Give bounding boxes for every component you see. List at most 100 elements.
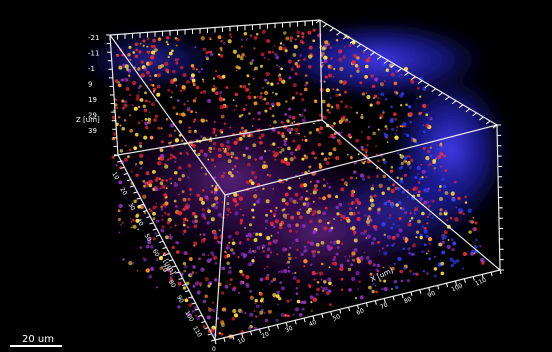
cell-dot [335, 195, 339, 199]
tick-mark [207, 333, 212, 336]
tick-mark [370, 51, 375, 56]
cell-dot [209, 283, 212, 285]
cell-dot [292, 96, 295, 100]
cell-dot [219, 234, 224, 239]
cell-dot [403, 266, 407, 270]
cell-dot [168, 235, 173, 240]
cell-dot [329, 96, 332, 100]
cell-dot [120, 224, 122, 226]
x-tick-label: 110 [474, 276, 488, 287]
cell-dot [326, 108, 330, 112]
cell-dot [384, 125, 388, 128]
cell-dot [187, 197, 191, 201]
cell-dot [160, 205, 164, 209]
cell-dot [247, 162, 251, 167]
cell-dot [197, 153, 201, 157]
cell-dot [251, 259, 255, 263]
tick-mark [126, 179, 132, 182]
cell-dot [229, 211, 232, 214]
cell-dot [168, 51, 173, 56]
cell-dot [386, 235, 392, 240]
cell-dot [167, 158, 170, 161]
cell-dot [276, 102, 281, 107]
x-tick-label: 70 [379, 301, 389, 311]
cell-dot [230, 174, 234, 178]
cell-dot [217, 35, 222, 40]
cell-dot [270, 144, 272, 146]
cell-dot [272, 150, 276, 154]
cell-dot [157, 161, 162, 166]
cell-dot [438, 188, 442, 192]
box-edge [321, 119, 501, 271]
cell-dot [395, 70, 398, 73]
cell-dot [129, 217, 132, 220]
cell-dot [359, 295, 364, 300]
cell-dot [340, 242, 344, 246]
cell-dot [439, 142, 443, 145]
cell-dot [326, 42, 331, 46]
cell-dot [159, 187, 162, 190]
tick-mark [120, 166, 125, 169]
cell-dot [296, 132, 299, 135]
cell-dot [137, 86, 141, 90]
cell-dot [416, 165, 421, 171]
cell-dot [147, 117, 152, 122]
cell-dot [348, 121, 351, 123]
cell-dot [405, 237, 408, 239]
cell-dot [307, 197, 310, 200]
cell-dot [214, 196, 219, 201]
cell-dot [181, 84, 186, 90]
cell-dot [402, 247, 406, 251]
cell-dot [152, 89, 156, 93]
cell-dot [284, 314, 287, 317]
cell-dot [220, 114, 225, 119]
tick-mark [481, 274, 484, 279]
cell-dot [134, 54, 138, 59]
cell-dot [481, 261, 485, 265]
cell-dot [167, 267, 172, 272]
cell-dot [280, 146, 282, 149]
cell-dot [255, 315, 258, 318]
cell-dot [224, 148, 227, 150]
tick-mark [172, 265, 177, 268]
cell-dot [359, 173, 365, 178]
tick-mark [348, 307, 351, 312]
cell-dot [177, 305, 181, 309]
cell-dot [319, 126, 324, 131]
cell-dot [389, 169, 394, 173]
cell-dot [322, 196, 326, 201]
cell-dot [117, 209, 121, 213]
cell-dot [350, 193, 355, 198]
y-tick-label: 30 [127, 202, 137, 212]
cell-dot [243, 226, 247, 229]
cell-dot [366, 94, 371, 100]
cell-dot [227, 149, 230, 151]
tick-mark [123, 173, 128, 175]
cell-dot [144, 125, 149, 130]
tick-mark [315, 19, 321, 24]
cell-dot [186, 80, 190, 84]
x-tick-label: 60 [355, 307, 365, 317]
cell-dot [406, 196, 409, 198]
cell-dot [413, 212, 416, 215]
cell-dot [177, 281, 182, 286]
cell-dot [248, 112, 251, 115]
tick-mark [374, 300, 377, 305]
cell-dot [244, 312, 247, 315]
cell-dot [398, 216, 402, 220]
cell-dot [377, 159, 380, 163]
cell-dot [362, 161, 366, 165]
cell-dot [440, 165, 443, 168]
cell-dot [244, 55, 247, 58]
cell-dot [135, 173, 139, 177]
cell-dot [246, 37, 249, 40]
cell-dot [146, 70, 150, 75]
cell-dot [287, 266, 290, 269]
cell-dot [245, 284, 250, 289]
cell-dot [252, 232, 255, 235]
cell-dot [275, 294, 280, 299]
cell-dot [131, 261, 135, 265]
cell-dot [165, 40, 169, 44]
